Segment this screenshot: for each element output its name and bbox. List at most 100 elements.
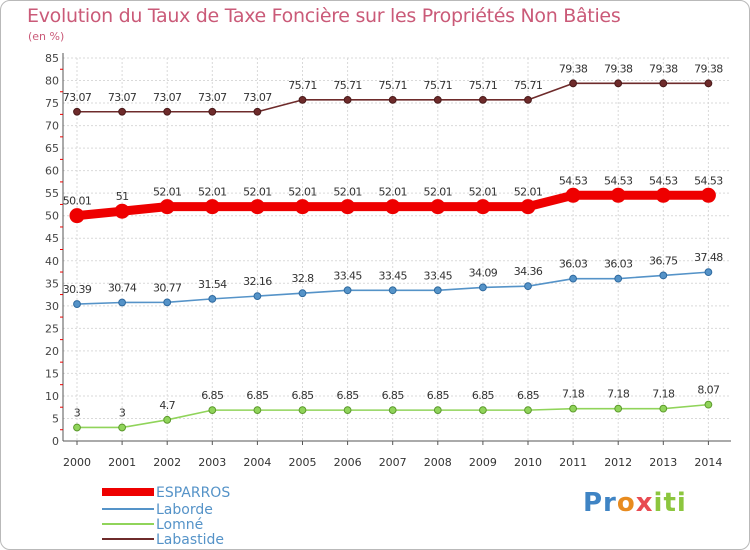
data-point-laborde bbox=[118, 298, 126, 307]
chart-title: Evolution du Taux de Taxe Foncière sur l… bbox=[27, 5, 621, 27]
data-point-lomne bbox=[524, 406, 532, 415]
data-point-esparros bbox=[340, 199, 356, 215]
logo-part-3: x bbox=[635, 488, 654, 518]
logo-part-4: iti bbox=[653, 488, 687, 518]
y-tick-label: 40 bbox=[45, 255, 59, 268]
data-label-esparros: 54.53 bbox=[694, 174, 723, 187]
data-label-labastide: 79.38 bbox=[604, 62, 633, 75]
data-point-labastide bbox=[253, 107, 262, 116]
data-label-lomne: 6.85 bbox=[517, 389, 540, 402]
data-label-lomne: 6.85 bbox=[201, 389, 224, 402]
data-label-lomne: 6.85 bbox=[427, 389, 450, 402]
data-point-esparros bbox=[69, 208, 85, 224]
data-label-labastide: 79.38 bbox=[694, 62, 723, 75]
data-label-labastide: 75.71 bbox=[333, 79, 362, 92]
data-point-lomne bbox=[479, 406, 487, 415]
data-point-esparros bbox=[204, 199, 220, 215]
data-label-esparros: 52.01 bbox=[153, 186, 182, 199]
data-label-lomne: 6.85 bbox=[382, 389, 405, 402]
data-point-laborde bbox=[704, 268, 713, 277]
y-tick-label: 20 bbox=[45, 345, 59, 358]
data-label-labastide: 75.71 bbox=[424, 79, 453, 92]
data-point-esparros bbox=[475, 199, 491, 215]
data-label-esparros: 52.01 bbox=[333, 186, 362, 199]
data-label-laborde: 36.03 bbox=[559, 258, 588, 271]
data-point-laborde bbox=[569, 274, 577, 283]
data-label-laborde: 32.16 bbox=[243, 275, 272, 288]
logo-part-2: o bbox=[616, 488, 636, 518]
data-label-laborde: 33.45 bbox=[424, 269, 453, 282]
data-label-lomne: 6.85 bbox=[337, 389, 360, 402]
data-label-labastide: 79.38 bbox=[559, 62, 588, 75]
grid-layer bbox=[63, 57, 731, 442]
data-point-esparros bbox=[295, 199, 310, 215]
x-tick-label: 2000 bbox=[63, 456, 91, 469]
x-tick-label: 2004 bbox=[243, 456, 271, 469]
data-point-laborde bbox=[343, 286, 352, 295]
legend-label-labastide: Labastide bbox=[156, 532, 224, 548]
y-tick-label: 85 bbox=[45, 52, 59, 65]
data-label-lomne: 4.7 bbox=[159, 399, 175, 412]
data-label-labastide: 75.71 bbox=[378, 79, 407, 92]
data-label-labastide: 73.07 bbox=[198, 91, 227, 104]
y-tick-label: 70 bbox=[45, 120, 59, 133]
data-label-labastide: 73.07 bbox=[243, 91, 272, 104]
y-tick-label: 55 bbox=[45, 187, 59, 200]
data-point-laborde bbox=[479, 283, 487, 292]
data-label-laborde: 33.45 bbox=[378, 269, 407, 282]
data-point-labastide bbox=[704, 79, 713, 88]
data-point-esparros bbox=[430, 199, 446, 215]
data-point-laborde bbox=[433, 286, 442, 295]
x-tick-label: 2008 bbox=[424, 456, 452, 469]
x-tick-label: 2006 bbox=[334, 456, 362, 469]
x-tick-label: 2001 bbox=[108, 456, 136, 469]
x-tick-label: 2011 bbox=[559, 456, 587, 469]
data-label-lomne: 7.18 bbox=[652, 388, 675, 401]
data-point-labastide bbox=[388, 95, 397, 104]
data-point-laborde bbox=[388, 286, 397, 295]
data-label-laborde: 34.09 bbox=[469, 266, 498, 279]
x-tick-label: 2014 bbox=[694, 456, 722, 469]
x-tick-label: 2009 bbox=[469, 456, 497, 469]
data-point-esparros bbox=[655, 187, 671, 203]
y-tick-label: 80 bbox=[45, 75, 59, 88]
data-point-lomne bbox=[388, 406, 397, 415]
data-point-laborde bbox=[73, 300, 81, 308]
axis-layer: 0 5 10 15 20 25 30 35 40 45 50 55 60 65 70 75 80 85 2000 20… bbox=[45, 52, 731, 469]
data-label-esparros: 51 bbox=[116, 190, 129, 203]
data-point-labastide bbox=[298, 95, 307, 104]
data-point-esparros bbox=[610, 187, 626, 203]
x-tick-label: 2012 bbox=[604, 456, 632, 469]
data-point-esparros bbox=[565, 187, 581, 203]
data-label-laborde: 33.45 bbox=[333, 269, 362, 282]
data-label-laborde: 36.75 bbox=[649, 254, 678, 267]
series-layer bbox=[69, 79, 716, 432]
data-point-esparros bbox=[385, 199, 401, 215]
data-point-lomne bbox=[569, 404, 577, 413]
data-point-labastide bbox=[569, 79, 577, 88]
data-label-labastide: 73.07 bbox=[63, 91, 92, 104]
y-tick-label: 65 bbox=[45, 142, 59, 155]
data-label-labastide: 73.07 bbox=[153, 91, 182, 104]
legend-label-lomne: Lomné bbox=[156, 517, 203, 533]
data-point-labastide bbox=[524, 95, 532, 104]
data-point-esparros bbox=[249, 199, 265, 215]
data-point-labastide bbox=[208, 107, 217, 116]
data-point-esparros bbox=[159, 199, 175, 215]
y-tick-label: 0 bbox=[52, 435, 59, 448]
data-point-lomne bbox=[659, 404, 668, 413]
data-point-labastide bbox=[163, 107, 172, 116]
y-tick-label: 60 bbox=[45, 165, 59, 178]
legend-label-esparros: ESPARROS bbox=[156, 485, 230, 501]
y-tick-label: 10 bbox=[45, 390, 59, 403]
data-point-lomne bbox=[208, 406, 217, 415]
data-label-laborde: 30.74 bbox=[108, 281, 137, 294]
data-point-lomne bbox=[73, 423, 81, 432]
x-tick-label: 2005 bbox=[289, 456, 317, 469]
data-label-laborde: 32.8 bbox=[291, 272, 314, 285]
data-label-laborde: 30.39 bbox=[63, 283, 92, 296]
data-label-lomne: 3 bbox=[74, 406, 81, 419]
data-label-lomne: 7.18 bbox=[562, 388, 585, 401]
